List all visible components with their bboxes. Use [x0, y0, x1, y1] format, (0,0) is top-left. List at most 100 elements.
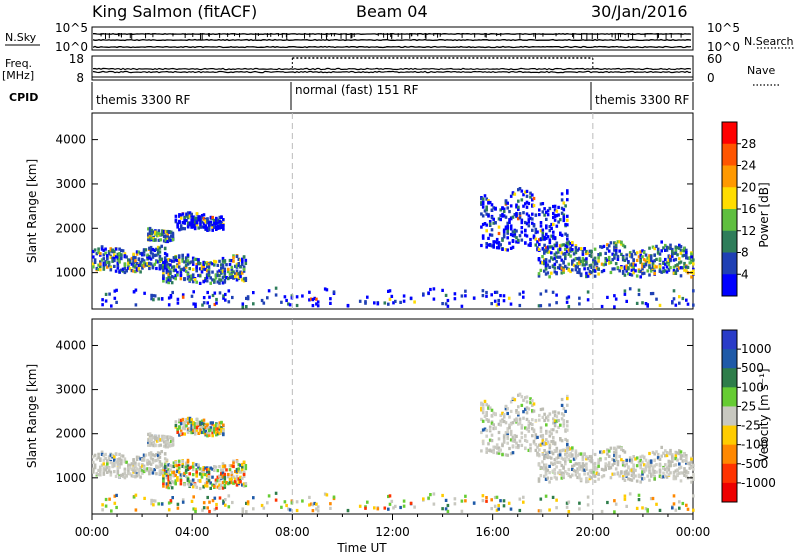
velocity-cell — [560, 448, 564, 453]
power-cell — [488, 220, 492, 224]
power-cell — [232, 256, 235, 260]
power-cell — [170, 265, 174, 269]
velocity-cell — [560, 471, 564, 475]
power-cell — [446, 298, 450, 303]
velocity-cell — [613, 499, 616, 503]
velocity-cell — [93, 453, 97, 457]
velocity-cell — [225, 481, 228, 485]
velocity-cell — [207, 433, 211, 437]
power-cell — [571, 241, 574, 245]
velocity-cell — [214, 478, 218, 482]
velocity-cell — [167, 477, 170, 482]
power-cell — [560, 251, 564, 255]
velocity-cell — [444, 498, 448, 502]
power-cell — [109, 266, 113, 270]
power-cell — [567, 252, 571, 256]
velocity-cell — [241, 483, 244, 487]
power-cell — [585, 260, 588, 264]
power-cell — [655, 257, 658, 261]
velocity-cell — [581, 455, 585, 459]
velocity-cell — [520, 443, 524, 447]
power-cell — [562, 260, 565, 264]
velocity-cell — [104, 504, 108, 508]
velocity-cell — [163, 457, 167, 461]
power-cell — [95, 252, 99, 256]
power-cell — [658, 266, 662, 270]
power-cell — [202, 213, 206, 217]
velocity-cell — [223, 464, 227, 468]
velocity-cell — [641, 467, 644, 471]
power-cell — [544, 272, 548, 276]
velocity-cell — [394, 504, 397, 508]
velocity-cell — [517, 422, 520, 426]
velocity-cell — [553, 424, 557, 428]
velocity-cell — [592, 462, 595, 466]
velocity-cell — [485, 403, 488, 407]
power-cell — [157, 238, 161, 242]
power-cell — [590, 265, 593, 269]
power-cell — [204, 261, 207, 265]
power-cell — [485, 212, 488, 216]
velocity-cell — [295, 500, 299, 504]
velocity-cell — [262, 506, 266, 510]
power-cell — [260, 298, 264, 303]
velocity-cell — [517, 444, 520, 448]
power-cell — [509, 194, 513, 198]
velocity-cell — [518, 497, 522, 501]
power-cell — [390, 294, 394, 298]
velocity-cell — [193, 422, 197, 426]
velocity-cell — [223, 472, 227, 476]
velocity-cell — [513, 418, 517, 422]
power-cell — [174, 255, 177, 259]
power-cell — [202, 217, 206, 221]
power-cell — [525, 200, 529, 204]
velocity-cell — [541, 407, 545, 411]
velocity-cell — [199, 422, 202, 426]
power-cell — [649, 255, 653, 259]
velocity-cell — [571, 467, 574, 471]
velocity-cell — [623, 497, 627, 501]
power-cell — [186, 259, 190, 263]
power-cell — [199, 215, 202, 219]
power-cell — [552, 236, 555, 240]
power-cell — [242, 279, 246, 283]
power-cell — [485, 223, 488, 227]
power-cell — [195, 257, 198, 262]
power-cell — [493, 299, 497, 303]
velocity-cell — [221, 486, 225, 490]
velocity-cell — [527, 423, 531, 427]
power-cell — [641, 272, 644, 276]
power-cell — [185, 212, 188, 216]
power-cell — [553, 237, 557, 241]
power-cell — [185, 218, 188, 223]
velocity-cell — [241, 468, 244, 472]
power-cell — [179, 269, 183, 274]
power-cell — [558, 248, 562, 252]
power-cell — [178, 228, 181, 232]
power-cell — [195, 212, 199, 216]
velocity-cell — [679, 450, 683, 454]
power-cell — [266, 296, 269, 300]
velocity-cell — [168, 435, 171, 439]
velocity-cell — [221, 465, 225, 469]
velocity-cells — [92, 392, 695, 514]
velocity-cell — [195, 470, 198, 474]
power-cell — [388, 289, 392, 293]
power-cell — [511, 230, 515, 234]
velocity-cell — [137, 472, 141, 476]
power-cell — [593, 269, 597, 273]
power-cell — [562, 243, 565, 247]
power-cell — [599, 253, 602, 257]
power-cell — [669, 243, 672, 247]
power-cell — [274, 293, 278, 297]
velocity-cell — [560, 403, 564, 407]
velocity-cell — [311, 509, 315, 513]
power-cell — [481, 205, 485, 209]
power-cell — [218, 259, 221, 263]
velocity-cell — [169, 468, 172, 472]
velocity-cell — [520, 395, 524, 399]
velocity-cell — [548, 471, 551, 475]
velocity-cell — [678, 500, 681, 504]
power-cell — [211, 226, 214, 230]
